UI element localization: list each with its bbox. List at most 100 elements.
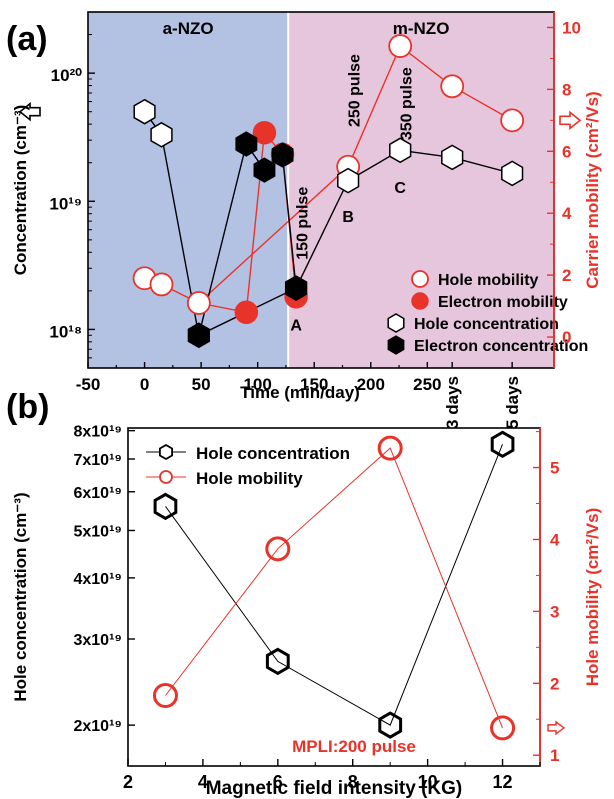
y-axis-label-right: Hole mobility (cm²/Vs): [583, 508, 602, 687]
y-axis-label-left: Concentration (cm⁻³): [11, 105, 30, 275]
y-axis-label-left: Hole concentration (cm⁻³): [11, 492, 30, 701]
panel-label-a: (a): [6, 20, 48, 58]
legend-marker: [159, 470, 173, 484]
legend-label: Hole mobility: [438, 272, 539, 289]
legend: Hole mobility Electron mobility Hole conce…: [387, 270, 588, 355]
x-tick-label: 100: [243, 375, 271, 394]
data-point: [378, 711, 403, 739]
annotations: A B C 150 pulse 250 pulse 350 pulse: [290, 54, 415, 335]
point-label: B: [342, 209, 354, 226]
left-axis-arrow: [18, 102, 41, 122]
legend-label: Electron mobility: [438, 294, 568, 311]
x-tick-label: 6: [273, 772, 283, 792]
series-lines: [165, 444, 503, 729]
y-tick-label-right: 10: [562, 18, 581, 37]
axes: 2 4 6 8 10 122x10¹⁹3x10¹⁹4x10¹⁹5x10¹⁹6x10¹⁹7x…: [73, 424, 566, 792]
pulse-annotation: 150 pulse: [294, 187, 311, 260]
y-tick-label-left: 10¹⁹: [49, 194, 82, 213]
panel-label-b: (b): [6, 388, 49, 426]
x-tick-label: 10: [418, 772, 438, 792]
series-marks: [132, 34, 525, 349]
pulse-annotation: 350 pulse: [398, 67, 415, 140]
x-tick-label: 250: [413, 375, 441, 394]
data-point: [490, 430, 515, 459]
series-marks: [152, 430, 516, 741]
data-point: [235, 131, 258, 157]
data-point: [490, 715, 516, 741]
y-tick-label-right: 1: [550, 746, 559, 765]
legend-label: Hole mobility: [196, 469, 303, 488]
legend-marker: [411, 270, 429, 288]
data-point: [265, 536, 291, 562]
y-tick-label-left: 4x10¹⁹: [73, 571, 122, 588]
data-point: [234, 300, 259, 325]
region-label-magnetic: m-NZO: [393, 19, 450, 38]
x-tick-label: 200: [357, 375, 385, 394]
point-label: C: [394, 180, 406, 197]
y-tick-label-right: 3: [550, 602, 559, 621]
data-point: [337, 167, 360, 194]
data-point: [265, 647, 290, 676]
legend-marker: [411, 292, 429, 310]
x-axis-label: Magnetic field intensity (KG): [206, 778, 463, 799]
data-point: [441, 144, 464, 171]
data-point: [150, 121, 173, 148]
data-point: [149, 272, 174, 297]
x-tick-label: 8: [348, 772, 358, 792]
y-tick-label-left: 10¹⁸: [49, 322, 82, 341]
data-point: [388, 34, 413, 58]
y-tick-label-left: 3x10¹⁹: [73, 632, 122, 649]
series-line-0: [165, 444, 503, 726]
data-point: [133, 98, 156, 125]
data-point: [153, 492, 178, 521]
y-tick-label-right: 6: [562, 142, 571, 161]
series-line-1: [165, 447, 503, 729]
y-tick-label-right: 4: [562, 204, 572, 223]
data-point: [285, 275, 308, 301]
data-point: [501, 160, 524, 187]
plot-frame: [127, 427, 541, 767]
x-tick-label: 5 days: [503, 376, 522, 429]
data-point: [377, 435, 403, 461]
data-point: [440, 74, 465, 99]
legend: Hole concentration Hole mobility: [146, 443, 350, 488]
right-axis-arrow: [547, 720, 566, 736]
point-label: A: [290, 318, 302, 335]
data-point: [500, 108, 525, 133]
axes: -50 0 50 100 150 200 250 3 days 5 days10¹⁸10¹⁹10…: [18, 11, 582, 429]
y-tick-label-left: 5x10¹⁹: [73, 523, 122, 540]
data-point: [389, 137, 412, 164]
x-tick-label: 4: [198, 772, 208, 792]
y-tick-label-right: 5: [550, 459, 559, 478]
y-tick-label-left: 6x10¹⁹: [73, 485, 122, 502]
y-axis-label-right: Carrier mobility (cm²/Vs): [583, 91, 602, 288]
y-tick-label-left: 8x10¹⁹: [73, 424, 122, 441]
legend-label: Hole concentration: [196, 444, 350, 463]
y-tick-label-right: 4: [550, 530, 560, 549]
y-tick-label-right: 2: [562, 266, 571, 285]
x-tick-label: 2: [123, 772, 133, 792]
data-point: [252, 120, 277, 145]
y-tick-label-right: 8: [562, 80, 571, 99]
x-tick-label: 50: [192, 375, 211, 394]
panel-a: a-NZO m-NZO A B C 150 pulse 250 pulse 350 pul…: [6, 11, 602, 429]
data-point: [186, 291, 211, 315]
legend-label: Electron concentration: [414, 338, 588, 355]
y-tick-label-left: 2x10¹⁹: [73, 718, 122, 735]
x-tick-label: -50: [76, 375, 101, 394]
x-tick-label: 0: [140, 375, 149, 394]
legend-marker: [387, 313, 405, 333]
data-point: [271, 142, 294, 168]
data-point: [253, 157, 276, 183]
y-tick-label-right: 2: [550, 674, 559, 693]
right-axis-arrow: [559, 110, 582, 131]
y-tick-label-left: 7x10¹⁹: [73, 452, 122, 469]
pulse-annotation: 250 pulse: [346, 54, 363, 127]
x-tick-label: 3 days: [443, 376, 462, 429]
legend-marker: [387, 335, 405, 355]
y-tick-label-right: 0: [562, 328, 571, 347]
x-tick-label: 12: [493, 772, 513, 792]
data-point: [187, 322, 210, 348]
